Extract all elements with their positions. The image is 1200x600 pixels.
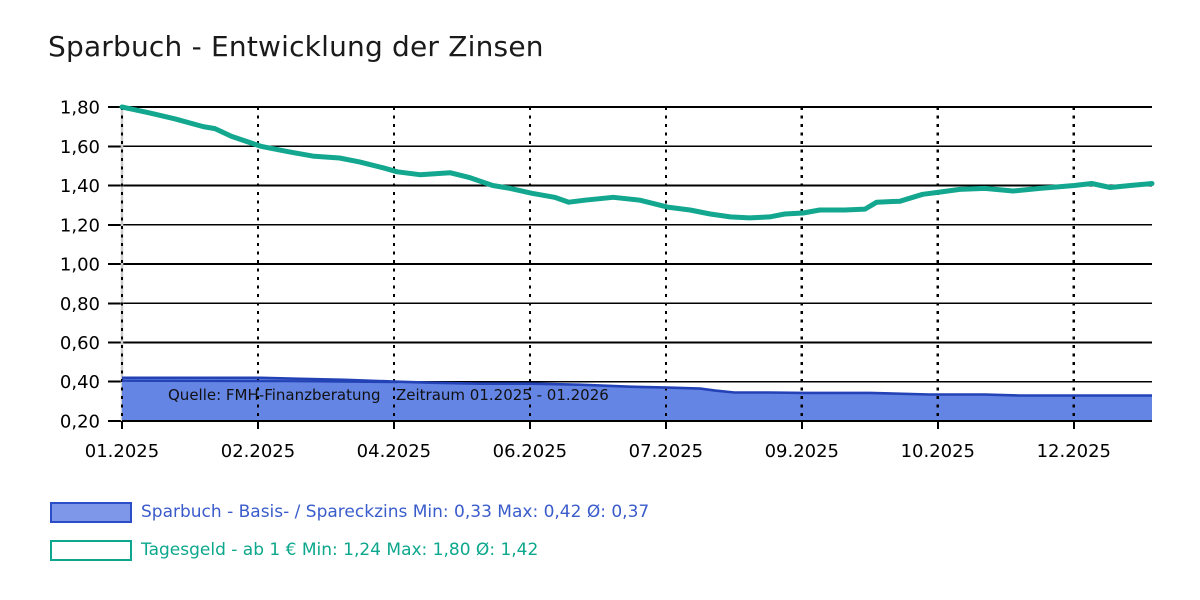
sparbuch-area	[122, 377, 1152, 421]
x-axis-label: 06.2025	[493, 441, 567, 462]
y-axis-label: 1,60	[60, 137, 100, 158]
y-axis-label: 1,80	[60, 98, 100, 119]
sparbuch-spareckzins-line	[121, 379, 398, 384]
y-axis-label: 1,20	[60, 215, 100, 236]
chart-title: Sparbuch - Entwicklung der Zinsen	[48, 30, 544, 63]
y-axis-label: 1,40	[60, 176, 100, 197]
legend-label-sparbuch: Sparbuch - Basis- / Spareckzins Min: 0,3…	[141, 502, 650, 522]
period-annotation: Zeitraum 01.2025 - 01.2026	[396, 386, 609, 404]
interest-rate-chart: 1,80 1,60 1,40 1,20 1,00 0,80 0,60 0,40 0,20 01.2…	[60, 98, 1155, 462]
x-axis-label: 12.2025	[1037, 441, 1111, 462]
legend-swatch-tagesgeld	[50, 539, 132, 561]
x-axis-label: 02.2025	[221, 441, 295, 462]
legend-label-tagesgeld: Tagesgeld - ab 1 € Min: 1,24 Max: 1,80 Ø…	[141, 540, 539, 560]
legend: Sparbuch - Basis- / Spareckzins Min: 0,3…	[50, 500, 649, 576]
y-axis-label: 0,20	[60, 412, 100, 433]
legend-swatch-sparbuch	[50, 501, 132, 523]
sparbuch-basiszins-line	[122, 376, 1152, 397]
source-annotation: Quelle: FMH-Finanzberatung	[168, 386, 381, 404]
legend-row-sparbuch: Sparbuch - Basis- / Spareckzins Min: 0,3…	[50, 500, 649, 524]
x-axis-label: 04.2025	[357, 441, 431, 462]
y-axis-label: 1,00	[60, 255, 100, 276]
x-axis-label: 01.2025	[85, 441, 159, 462]
x-axis-label: 10.2025	[901, 441, 975, 462]
y-axis-label: 0,40	[60, 372, 100, 393]
x-axis-label: 07.2025	[629, 441, 703, 462]
tagesgeld-line	[119, 104, 1155, 221]
legend-row-tagesgeld: Tagesgeld - ab 1 € Min: 1,24 Max: 1,80 Ø…	[50, 538, 649, 562]
y-axis-label: 0,80	[60, 294, 100, 315]
x-axis-label: 09.2025	[765, 441, 839, 462]
y-axis-label: 0,60	[60, 333, 100, 354]
